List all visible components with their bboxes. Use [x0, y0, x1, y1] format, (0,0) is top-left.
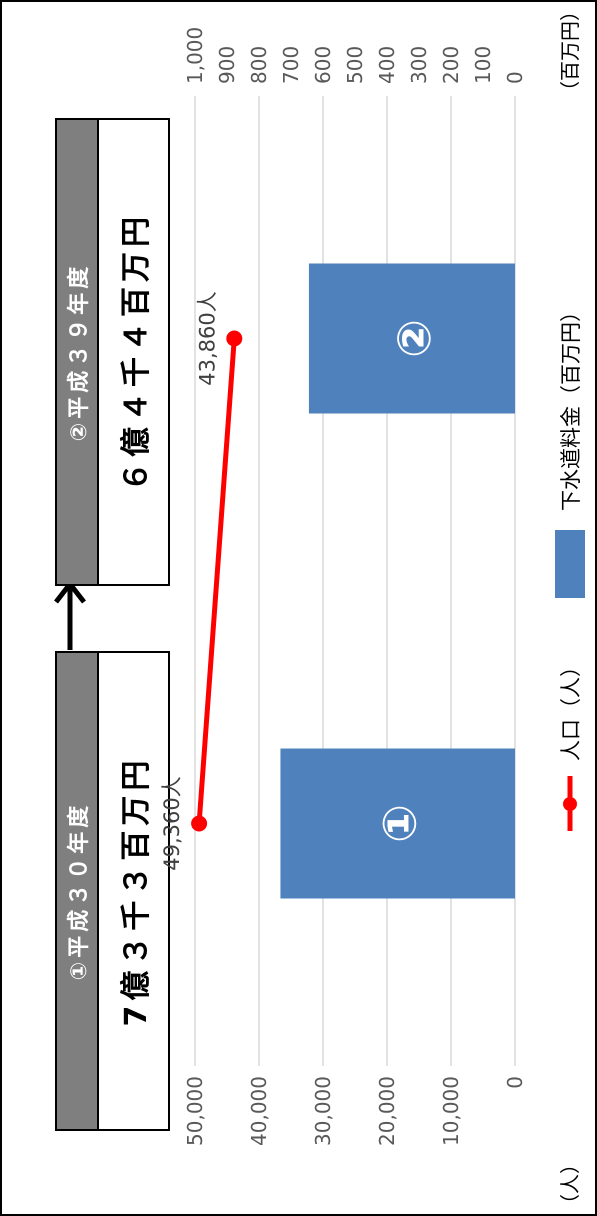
- left-tick-label: 50,000: [183, 1076, 207, 1146]
- right-tick-label: 400: [375, 46, 399, 84]
- legend-bar-swatch: [555, 530, 585, 598]
- bar: [308, 263, 516, 414]
- right-tick-label: 0: [503, 71, 527, 84]
- left-axis-unit: （人）: [558, 1154, 582, 1214]
- series-line: [196, 338, 237, 824]
- line-series: 49,360人 43,860人: [160, 291, 243, 871]
- right-tick-label: 900: [215, 46, 239, 84]
- left-tick-label: 10,000: [439, 1076, 463, 1146]
- bar-category-label: ②: [387, 319, 441, 358]
- legend-line-marker: [563, 797, 577, 811]
- legend: 人口（人） 下水道料金（百万円）: [555, 301, 585, 831]
- left-tick-label: 30,000: [311, 1076, 335, 1146]
- right-tick-label: 500: [343, 46, 367, 84]
- bar-series: ①②: [280, 263, 516, 899]
- left-tick-label: 20,000: [375, 1076, 399, 1146]
- left-tick-label: 40,000: [247, 1076, 271, 1146]
- line-data-label: 43,860人: [195, 291, 219, 385]
- line-data-label: 49,360人: [160, 776, 184, 870]
- legend-bar-label: 下水道料金（百万円）: [559, 301, 583, 511]
- left-tick-label: 0: [503, 1076, 527, 1089]
- right-tick-label: 1,000: [183, 27, 207, 84]
- right-tick-label: 700: [279, 46, 303, 84]
- right-tick-label: 800: [247, 46, 271, 84]
- bar: [280, 748, 515, 899]
- right-axis-unit: （百万円）: [558, 1, 582, 101]
- right-tick-label: 600: [311, 46, 335, 84]
- axis-ticks: 0 10,000 20,000 30,000 40,000 50,000 0 100 200 30…: [183, 1, 582, 1214]
- right-tick-label: 200: [439, 46, 463, 84]
- line-point: [226, 330, 243, 347]
- line-point: [191, 815, 208, 832]
- legend-line-label: 人口（人）: [559, 656, 583, 761]
- right-tick-label: 300: [407, 46, 431, 84]
- right-tick-label: 100: [471, 46, 495, 84]
- grid-lines: [194, 96, 516, 1066]
- bar-category-label: ①: [373, 804, 427, 843]
